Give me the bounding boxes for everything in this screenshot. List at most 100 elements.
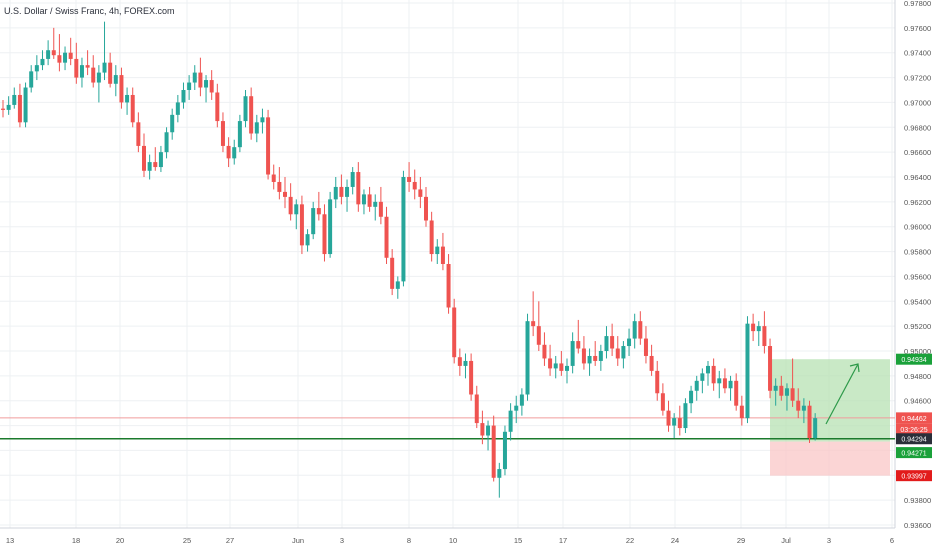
candle-body [373, 201, 378, 207]
x-tick-label: Jul [781, 536, 791, 545]
candle-body [136, 122, 141, 146]
candle-body [311, 208, 316, 235]
x-tick-label: 10 [449, 536, 457, 545]
stop-price-label: 0.93997 [901, 474, 926, 481]
x-tick-label: 18 [72, 536, 80, 545]
stop-zone [770, 441, 890, 476]
candle-body [548, 358, 553, 369]
candle-body [768, 346, 773, 391]
candle-body [796, 400, 801, 411]
candle-body [762, 326, 767, 347]
candle-body [779, 385, 784, 396]
candle-body [226, 145, 231, 159]
y-tick-label: 0.97000 [904, 98, 931, 107]
x-tick-label: 3 [340, 536, 344, 545]
candle-body [734, 380, 739, 406]
x-tick-label: 24 [671, 536, 679, 545]
candle-body [108, 62, 113, 84]
candle-body [655, 370, 660, 394]
candle-body [305, 234, 310, 246]
candle-body [198, 72, 203, 88]
candle-body [694, 380, 699, 391]
candle-body [418, 189, 423, 197]
candle-body [209, 80, 214, 93]
last-price-price-label: 0.94462 [901, 416, 926, 423]
candle-body [215, 92, 220, 122]
candle-body [243, 96, 248, 122]
candle-body [519, 394, 524, 406]
x-tick-label: 27 [226, 536, 234, 545]
candle-body [452, 307, 457, 358]
candle-body [153, 162, 158, 168]
candle-body [683, 403, 688, 429]
countdown-price-label: 03:26:25 [900, 427, 927, 434]
candle-body [85, 65, 90, 68]
y-tick-label: 0.94600 [904, 397, 931, 406]
candle-body [722, 378, 727, 389]
candle-body [119, 75, 124, 103]
candle-body [294, 204, 299, 215]
candle-body [395, 281, 400, 289]
candle-body [576, 341, 581, 349]
candle-body [187, 82, 192, 90]
candle-body [474, 394, 479, 424]
candle-body [175, 102, 180, 115]
x-tick-label: 20 [116, 536, 124, 545]
candle-body [390, 257, 395, 289]
candle-body [559, 363, 564, 371]
candle-body [237, 121, 242, 148]
candle-body [615, 348, 620, 359]
x-tick-label: 29 [737, 536, 745, 545]
candle-body [204, 80, 209, 88]
target-price-label: 0.94934 [901, 357, 926, 364]
y-tick-label: 0.97400 [904, 49, 931, 58]
candle-body [6, 104, 11, 110]
candle-body [790, 388, 795, 401]
countdown-price-tag [896, 423, 932, 435]
candle-body [68, 52, 73, 59]
candle-body [29, 71, 34, 88]
x-tick-label: 3 [827, 536, 831, 545]
candle-body [643, 338, 648, 356]
candle-body [339, 186, 344, 197]
candle-body [604, 336, 609, 351]
y-tick-label: 0.95200 [904, 322, 931, 331]
candle-body [677, 418, 682, 429]
candle-body [34, 65, 39, 72]
candle-body [1, 108, 5, 110]
candle-body [457, 357, 462, 366]
candle-body [542, 344, 547, 359]
candle-body [486, 425, 491, 436]
candle-body [401, 177, 406, 282]
candle-body [316, 208, 321, 215]
candle-body [350, 172, 355, 187]
candle-body [220, 121, 225, 146]
chart-title: U.S. Dollar / Swiss Franc, 4h, FOREX.com [4, 6, 175, 16]
candle-body [756, 326, 761, 332]
candle-body [412, 181, 417, 190]
candle-body [74, 58, 79, 78]
candle-body [63, 52, 68, 63]
candle-body [508, 410, 513, 432]
candle-body [531, 321, 536, 327]
y-tick-label: 0.96800 [904, 123, 931, 132]
candle-body [610, 336, 615, 349]
candle-body [739, 405, 744, 419]
support-price-tag [896, 433, 932, 445]
y-tick-label: 0.97600 [904, 24, 931, 33]
entry-price-tag [896, 447, 932, 459]
candle-body [598, 351, 603, 361]
candle-body [773, 385, 778, 391]
candle-body [469, 360, 474, 395]
candle-body [553, 363, 558, 369]
x-tick-label: 8 [407, 536, 411, 545]
candle-body [627, 338, 632, 347]
candle-body [46, 50, 51, 59]
candle-body [299, 204, 304, 246]
candle-body [142, 145, 146, 171]
candle-body [113, 75, 118, 84]
candle-body [807, 405, 812, 438]
candle-body [164, 132, 169, 153]
candle-body [587, 355, 592, 364]
candle-body [801, 405, 806, 411]
